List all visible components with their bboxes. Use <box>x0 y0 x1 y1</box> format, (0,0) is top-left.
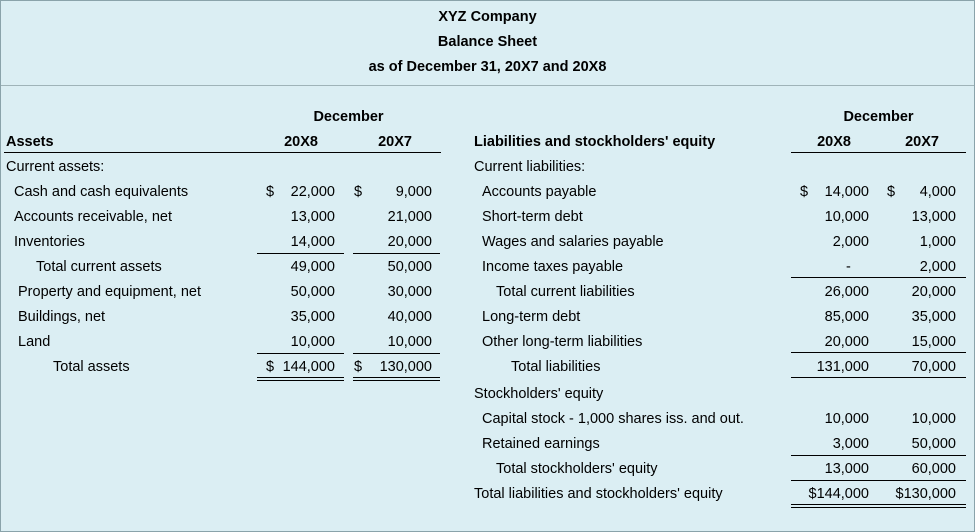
liabilities-value-20x7: 15,000 <box>911 334 956 350</box>
liabilities-value-20x8: 10,000 <box>824 209 869 225</box>
liabilities-row-label: Current liabilities: <box>474 159 586 175</box>
liabilities-value-20x7: 35,000 <box>911 309 956 325</box>
liabilities-value-20x8: 14,000 <box>824 184 869 200</box>
liabilities-value-20x8: - <box>846 259 851 275</box>
assets-total-20x8: 144,000 <box>282 359 335 375</box>
assets-value-20x7: 30,000 <box>387 284 432 300</box>
assets-header-underline <box>4 152 441 153</box>
assets-value-20x8: 49,000 <box>290 259 335 275</box>
subtotal-underline <box>791 455 966 456</box>
liabilities-row-label: Total stockholders' equity <box>496 461 658 477</box>
total-underline <box>257 353 344 354</box>
liabilities-row-label: Retained earnings <box>482 436 600 452</box>
assets-value-20x7: 40,000 <box>387 309 432 325</box>
assets-month-header: December <box>313 109 384 125</box>
assets-value-20x8: 10,000 <box>290 334 335 350</box>
assets-row-label: Cash and cash equivalents <box>14 184 189 200</box>
currency-symbol: $ <box>800 184 809 200</box>
subtotal-underline <box>257 253 344 254</box>
assets-year-20x8: 20X8 <box>284 134 318 150</box>
liabilities-value-20x7: 1,000 <box>919 234 956 250</box>
assets-row-label: Property and equipment, net <box>18 284 201 300</box>
liabilities-row-label: Capital stock - 1,000 shares iss. and ou… <box>482 411 744 427</box>
liabilities-row-label: Short-term debt <box>482 209 583 225</box>
liabilities-value-20x8: 131,000 <box>816 359 869 375</box>
liabilities-row-label: Wages and salaries payable <box>482 234 664 250</box>
liabilities-section-header: Liabilities and stockholders' equity <box>474 134 716 150</box>
assets-year-20x7: 20X7 <box>378 134 412 150</box>
assets-row-label: Current assets: <box>6 159 105 175</box>
assets-total-label: Total assets <box>53 359 130 375</box>
liabilities-row-label: Income taxes payable <box>482 259 624 275</box>
subtotal-underline <box>353 253 440 254</box>
double-underline <box>791 504 966 508</box>
assets-value-20x8: 50,000 <box>290 284 335 300</box>
liabilities-total-label: Total liabilities and stockholders' equi… <box>474 486 723 502</box>
assets-value-20x7: 50,000 <box>387 259 432 275</box>
liabilities-row-label: Other long-term liabilities <box>482 334 643 350</box>
assets-value-20x7: 20,000 <box>387 234 432 250</box>
liabilities-value-20x7: 10,000 <box>911 411 956 427</box>
liabilities-value-20x7: 50,000 <box>911 436 956 452</box>
liabilities-row-label: Stockholders' equity <box>474 386 604 402</box>
double-underline <box>257 377 344 381</box>
statement-title: Balance Sheet <box>437 34 538 50</box>
assets-total-20x7: 130,000 <box>379 359 432 375</box>
assets-section-header: Assets <box>6 134 54 150</box>
liabilities-row-label: Total current liabilities <box>496 284 635 300</box>
liabilities-month-header: December <box>843 109 914 125</box>
liabilities-year-20x7: 20X7 <box>905 134 939 150</box>
subtotal-underline <box>791 352 966 353</box>
currency-symbol: $ <box>354 184 363 200</box>
assets-row-label: Accounts receivable, net <box>14 209 172 225</box>
subtotal-underline <box>791 480 966 481</box>
assets-value-20x8: 14,000 <box>290 234 335 250</box>
assets-value-20x7: 10,000 <box>387 334 432 350</box>
liabilities-value-20x8: 2,000 <box>832 234 869 250</box>
liabilities-value-20x7: 20,000 <box>911 284 956 300</box>
assets-value-20x7: 9,000 <box>395 184 432 200</box>
double-underline <box>353 377 440 381</box>
liabilities-value-20x8: 13,000 <box>824 461 869 477</box>
subtotal-underline <box>791 277 966 278</box>
liabilities-value-20x7: 70,000 <box>911 359 956 375</box>
liabilities-value-20x8: 20,000 <box>824 334 869 350</box>
liabilities-row-label: Accounts payable <box>482 184 597 200</box>
liabilities-total-20x7: $130,000 <box>895 486 956 502</box>
liabilities-value-20x8: 26,000 <box>824 284 869 300</box>
liabilities-header-underline <box>791 152 966 153</box>
liabilities-value-20x8: 85,000 <box>824 309 869 325</box>
currency-symbol: $ <box>266 184 275 200</box>
liabilities-value-20x7: 2,000 <box>919 259 956 275</box>
currency-symbol: $ <box>266 359 275 375</box>
liabilities-year-20x8: 20X8 <box>817 134 851 150</box>
assets-row-label: Inventories <box>14 234 85 250</box>
currency-symbol: $ <box>887 184 896 200</box>
currency-symbol: $ <box>354 359 363 375</box>
liabilities-value-20x7: 13,000 <box>911 209 956 225</box>
total-underline <box>353 353 440 354</box>
assets-row-label: Total current assets <box>36 259 162 275</box>
assets-value-20x8: 35,000 <box>290 309 335 325</box>
liabilities-value-20x7: 4,000 <box>919 184 956 200</box>
assets-row-label: Buildings, net <box>18 309 106 325</box>
liabilities-value-20x8: 3,000 <box>832 436 869 452</box>
assets-value-20x7: 21,000 <box>387 209 432 225</box>
liabilities-value-20x7: 60,000 <box>911 461 956 477</box>
liabilities-row-label: Total liabilities <box>511 359 601 375</box>
liabilities-total-20x8: $144,000 <box>808 486 869 502</box>
subtotal-underline <box>791 377 966 378</box>
statement-period: as of December 31, 20X7 and 20X8 <box>368 59 607 75</box>
assets-value-20x8: 13,000 <box>290 209 335 225</box>
assets-row-label: Land <box>18 334 51 350</box>
company-name: XYZ Company <box>438 9 537 25</box>
liabilities-value-20x8: 10,000 <box>824 411 869 427</box>
assets-value-20x8: 22,000 <box>290 184 335 200</box>
liabilities-row-label: Long-term debt <box>482 309 581 325</box>
header-divider <box>1 85 974 86</box>
